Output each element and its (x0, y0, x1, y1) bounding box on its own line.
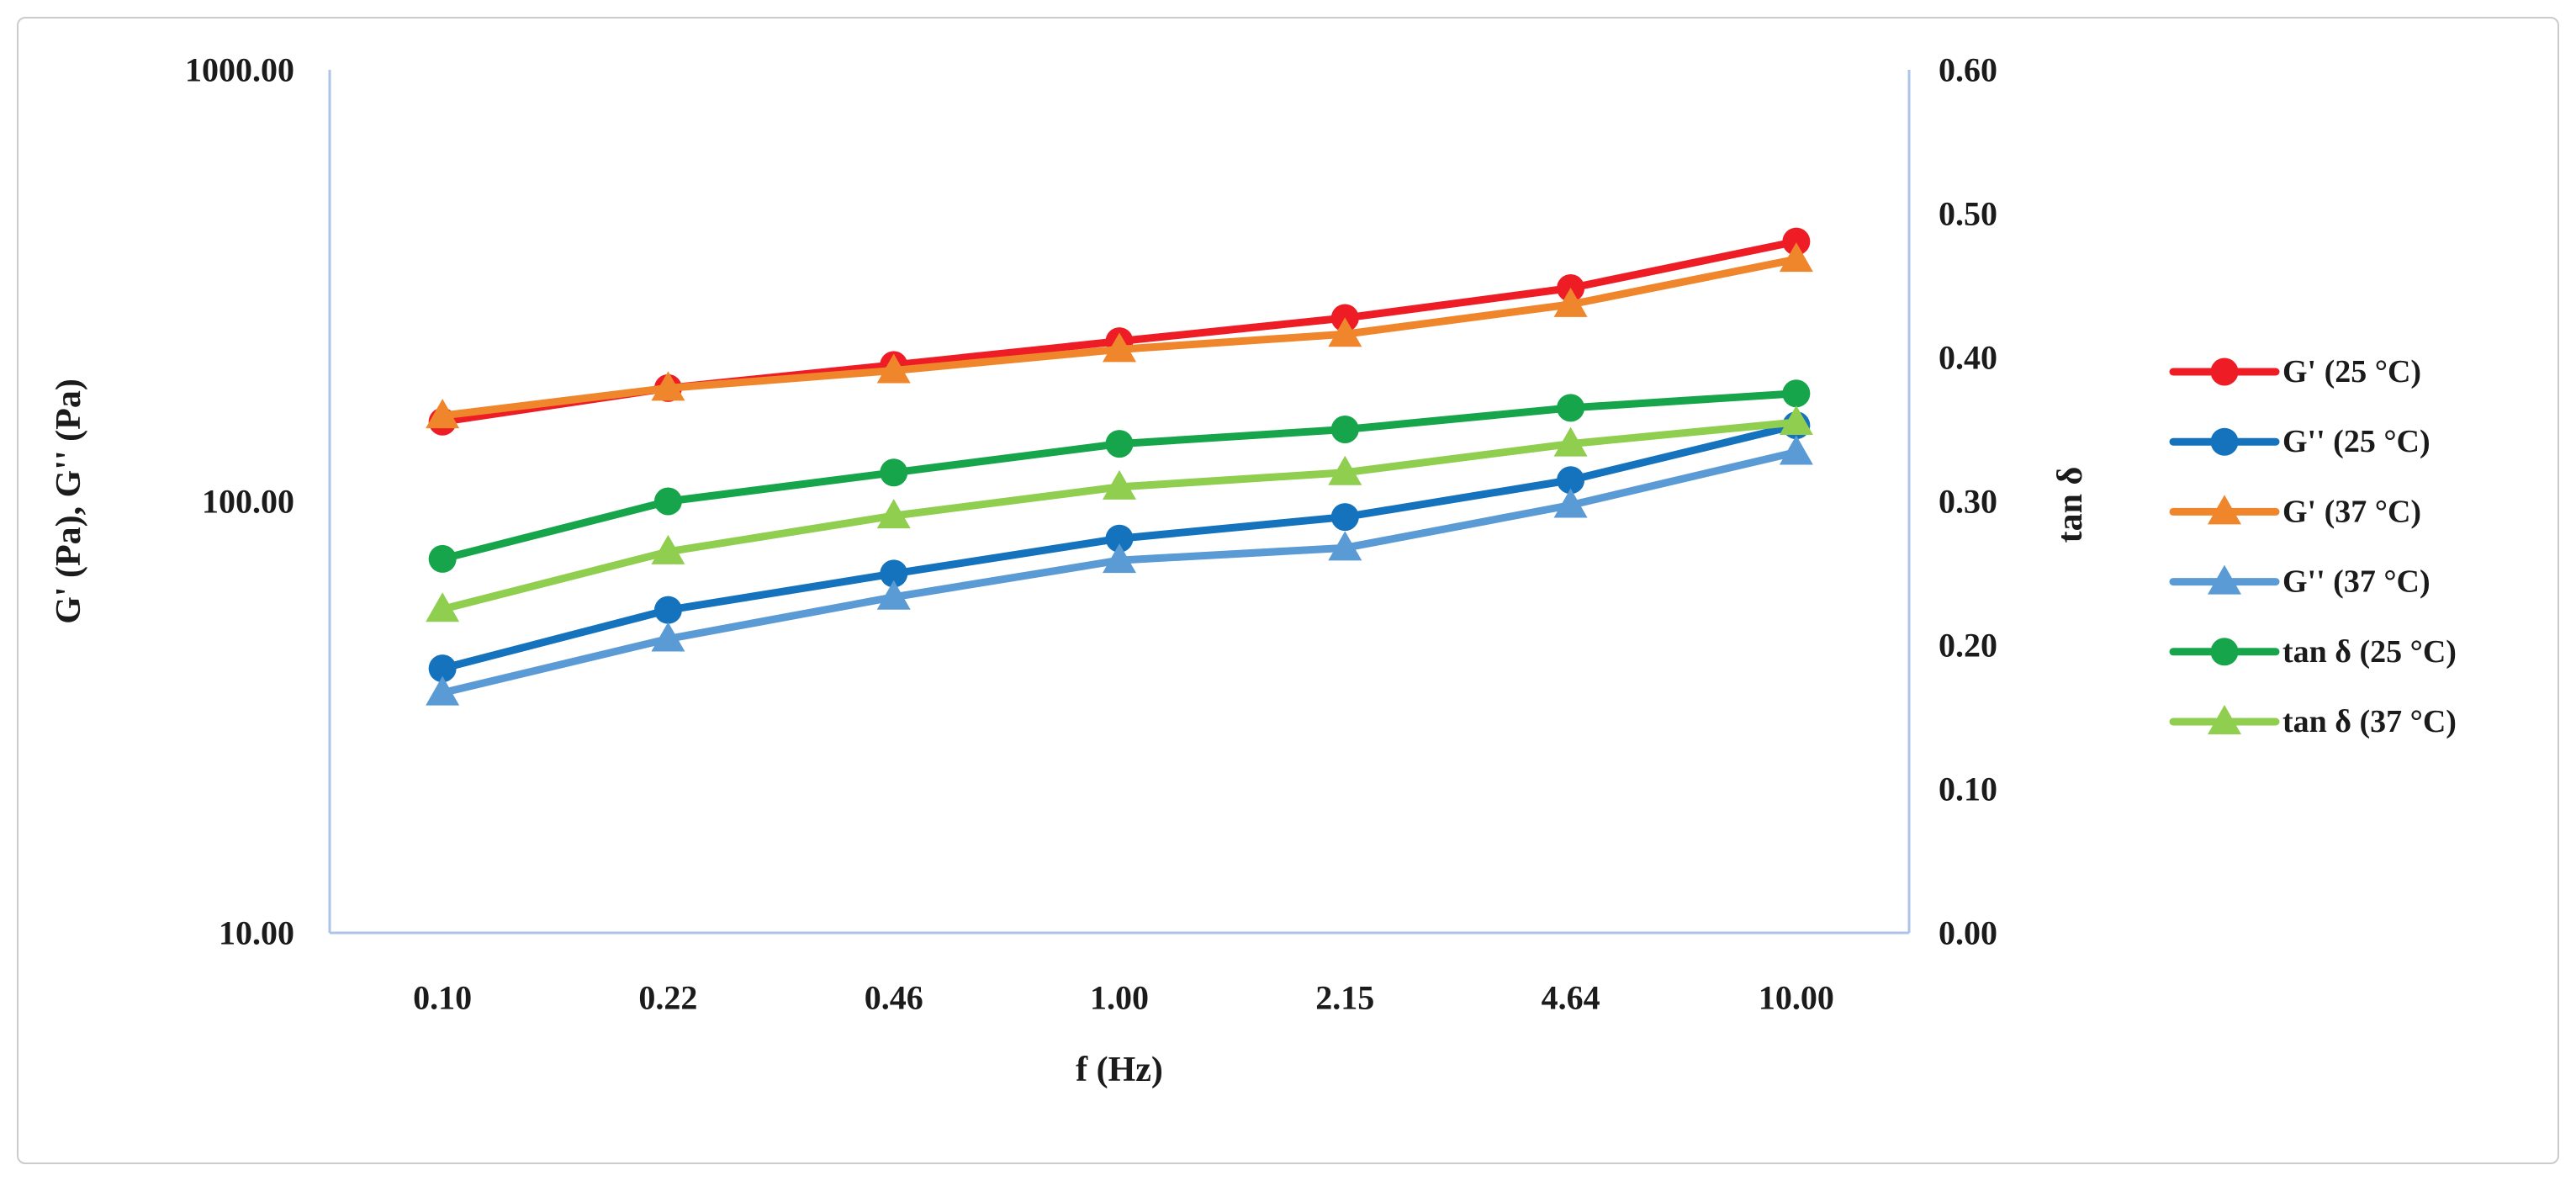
series-4-circle-marker (880, 458, 908, 487)
series-5-triangle-marker (1779, 405, 1813, 435)
series-3-triangle-marker (651, 622, 685, 652)
legend-item-2: G' (37 °C) (2169, 494, 2421, 529)
series-3-triangle-marker (1328, 531, 1362, 561)
series-5-triangle-marker (1328, 455, 1362, 485)
series-2-triangle-marker (426, 399, 460, 429)
series-3-triangle-marker (876, 580, 911, 610)
series-5-triangle-marker (651, 534, 685, 564)
series-3-triangle-marker (426, 675, 460, 706)
legend-item-3: G'' (37 °C) (2169, 564, 2431, 600)
series-1-circle-marker (1105, 524, 1134, 553)
series-3-triangle-marker (1103, 543, 1136, 574)
legend-triangle-marker (2208, 495, 2241, 525)
legend-item-label: G'' (37 °C) (2282, 564, 2431, 600)
y-right-tick-label: 0.40 (1939, 339, 1997, 377)
series-4 (428, 379, 1811, 573)
y-right-tick-label: 0.20 (1939, 627, 1997, 665)
series-1-circle-marker (428, 654, 457, 683)
y-right-tick-label: 0.50 (1939, 195, 1997, 233)
ticks-layer: 1000.00 100.00 10.00 0.60 0.50 0.40 0.30 0.20 0.… (185, 51, 1997, 1017)
series-2-triangle-marker (651, 371, 685, 401)
y-left-tick-label: 10.00 (219, 914, 294, 952)
y-left-tick-label: 100.00 (202, 483, 294, 521)
y-right-tick-label: 0.60 (1939, 51, 1997, 89)
x-tick-label: 2.15 (1315, 979, 1374, 1017)
series-4-circle-marker (428, 544, 457, 573)
series-2-triangle-marker (1779, 242, 1813, 273)
series-2 (426, 242, 1813, 429)
y-right-tick-label: 0.30 (1939, 483, 1997, 521)
series-4-circle-marker (1105, 430, 1134, 458)
series-3 (426, 435, 1813, 706)
x-tick-label: 0.10 (413, 979, 472, 1017)
y-axis-left-title: G' (Pa), G'' (Pa) (50, 379, 88, 624)
legend-triangle-marker (2208, 705, 2241, 734)
y-right-tick-label: 0.00 (1939, 914, 1997, 952)
x-tick-label: 0.22 (638, 979, 697, 1017)
legend-item-4: tan δ (25 °C) (2169, 634, 2457, 670)
series-1-circle-marker (880, 559, 908, 588)
legend-item-label: G' (25 °C) (2282, 354, 2421, 389)
x-tick-label: 0.46 (865, 979, 923, 1017)
x-tick-label: 4.64 (1542, 979, 1600, 1017)
figure-border (17, 17, 2559, 1164)
legend-circle-marker (2210, 427, 2239, 456)
axes-layer (328, 70, 1911, 935)
legend: G' (25 °C) G'' (25 °C) G' (37 °C) G'' (37 °… (2169, 354, 2457, 739)
x-tick-label: 10.00 (1759, 979, 1834, 1017)
series-5-triangle-marker (426, 592, 460, 622)
series-4-circle-marker (1782, 379, 1811, 408)
y-axis-right-title: tan δ (2051, 467, 2090, 543)
series-4-circle-marker (1557, 394, 1585, 422)
series-2-triangle-marker (1103, 332, 1136, 363)
series-5-triangle-marker (876, 499, 911, 529)
legend-circle-marker (2210, 357, 2239, 386)
series-5-triangle-marker (1553, 426, 1588, 457)
series-1-circle-marker (1330, 503, 1359, 532)
series-layer (426, 227, 1813, 706)
series-2-triangle-marker (1553, 287, 1588, 317)
legend-item-label: G'' (25 °C) (2282, 424, 2431, 459)
series-4-circle-marker (653, 487, 682, 516)
x-axis-title: f (Hz) (1076, 1051, 1163, 1089)
series-2-triangle-marker (1328, 317, 1362, 347)
legend-item-label: tan δ (37 °C) (2282, 704, 2457, 739)
y-right-tick-label: 0.10 (1939, 771, 1997, 808)
series-3-triangle-marker (1779, 435, 1813, 465)
series-2-triangle-marker (876, 353, 911, 384)
legend-circle-marker (2210, 638, 2239, 666)
legend-item-label: G' (37 °C) (2282, 494, 2421, 529)
series-5-triangle-marker (1103, 469, 1136, 500)
series-1 (428, 411, 1811, 683)
legend-item-5: tan δ (37 °C) (2169, 704, 2457, 739)
legend-item-0: G' (25 °C) (2169, 354, 2421, 389)
legend-item-1: G'' (25 °C) (2169, 424, 2431, 459)
series-0-circle-marker (1782, 227, 1811, 256)
x-tick-label: 1.00 (1090, 979, 1149, 1017)
series-1-circle-marker (653, 596, 682, 624)
series-3-triangle-marker (1553, 488, 1588, 518)
series-4-circle-marker (1330, 416, 1359, 443)
legend-triangle-marker (2208, 564, 2241, 595)
series-5 (426, 405, 1813, 622)
y-left-tick-label: 1000.00 (185, 51, 294, 89)
series-1-circle-marker (1557, 466, 1585, 495)
legend-item-label: tan δ (25 °C) (2282, 634, 2457, 670)
